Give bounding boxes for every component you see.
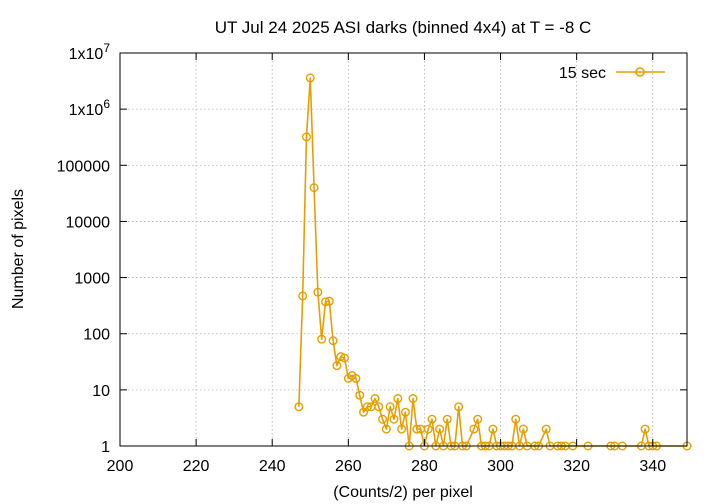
- y-tick-label: 100: [83, 327, 110, 344]
- legend-marker: [635, 67, 645, 77]
- y-tick-label-exponent: 7: [103, 41, 110, 55]
- data-point: [385, 402, 395, 412]
- data-point: [332, 361, 342, 371]
- series-layer: [294, 73, 692, 451]
- x-tick-label: 280: [411, 458, 438, 475]
- data-point: [305, 73, 315, 83]
- grid: [120, 53, 687, 446]
- data-point: [317, 334, 327, 344]
- x-tick-label: 200: [107, 458, 134, 475]
- data-point: [423, 424, 433, 434]
- y-tick-label-base: 1x10: [69, 46, 104, 63]
- data-point: [378, 414, 388, 424]
- data-point: [298, 291, 308, 301]
- data-point: [320, 297, 330, 307]
- data-point: [362, 402, 372, 412]
- chart-title: UT Jul 24 2025 ASI darks (binned 4x4) at…: [215, 18, 592, 37]
- data-point: [408, 394, 418, 404]
- data-point: [640, 424, 650, 434]
- data-point: [309, 183, 319, 193]
- y-tick-label: 10: [92, 383, 110, 400]
- x-tick-label: 240: [259, 458, 286, 475]
- x-tick-label: 260: [335, 458, 362, 475]
- data-point: [370, 394, 380, 404]
- legend: 15 sec: [559, 65, 665, 82]
- data-point: [442, 414, 452, 424]
- x-tick-label: 220: [183, 458, 210, 475]
- data-point: [518, 424, 528, 434]
- y-tick-label: 100000: [57, 158, 110, 175]
- data-point: [313, 287, 323, 297]
- y-tick-label: 1x107: [69, 41, 111, 63]
- axes: 200 220 240 260 280 300 320 340 1 10 100 1000 10000 1…: [57, 41, 687, 475]
- legend-label: 15 sec: [559, 65, 606, 82]
- y-tick-label: 1: [101, 439, 110, 456]
- data-point: [324, 296, 334, 306]
- data-point: [397, 424, 407, 434]
- data-point: [374, 402, 384, 412]
- data-point: [301, 132, 311, 142]
- data-point: [412, 424, 422, 434]
- y-axis-label: Number of pixels: [10, 189, 27, 309]
- data-point: [469, 424, 479, 434]
- data-point: [381, 424, 391, 434]
- x-axis-label: (Counts/2) per pixel: [333, 484, 473, 501]
- data-point: [355, 390, 365, 400]
- data-point: [427, 414, 437, 424]
- data-point: [511, 414, 521, 424]
- x-tick-label: 320: [563, 458, 590, 475]
- data-point: [488, 424, 498, 434]
- data-point: [351, 373, 361, 383]
- y-tick-label-base: 1x10: [69, 102, 104, 119]
- data-point: [336, 352, 346, 362]
- data-point: [400, 407, 410, 417]
- x-tick-label: 300: [487, 458, 514, 475]
- y-tick-label: 10000: [66, 214, 111, 231]
- y-tick-label-exponent: 6: [103, 97, 110, 111]
- data-point: [393, 394, 403, 404]
- plot-frame: [119, 52, 688, 447]
- data-point: [473, 414, 483, 424]
- data-point: [435, 424, 445, 434]
- x-tick-label: 340: [639, 458, 666, 475]
- data-point: [328, 336, 338, 346]
- data-point: [294, 402, 304, 412]
- data-point: [541, 424, 551, 434]
- data-point: [454, 402, 464, 412]
- y-tick-label: 1x106: [69, 97, 111, 119]
- data-point: [340, 353, 350, 363]
- data-point: [389, 414, 399, 424]
- y-tick-label: 1000: [74, 271, 110, 288]
